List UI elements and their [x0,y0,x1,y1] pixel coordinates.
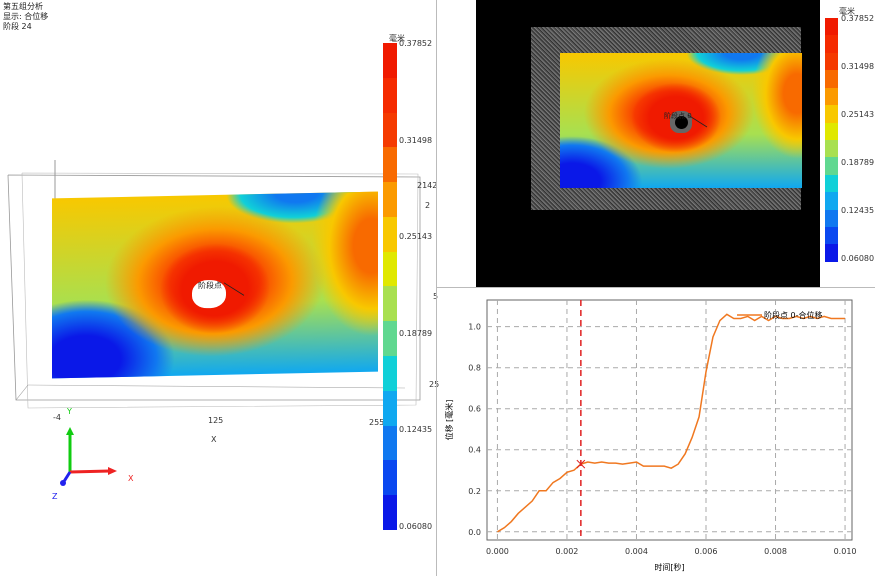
colorbar-band [825,174,838,193]
x-axis-title: 时间[秒] [654,562,684,572]
colorbar-unit: 毫米 [389,34,405,43]
colorbar-label: 0.06080 [399,522,433,531]
colorbar-band [383,216,397,252]
colorbar-band [383,425,397,461]
colorbar-label: 0.31498 [841,62,875,71]
x-axis-label: X [211,435,217,444]
colorbar-band [383,251,397,287]
colorbar-band [383,112,397,148]
colorbar-band [383,182,397,217]
colorbar-label: 0.37852 [399,39,433,48]
colorbar-band [383,77,397,113]
colorbar-2d [825,18,838,262]
colorbar-band [825,244,838,262]
colorbar-label: 0.25143 [399,232,433,242]
colorbar-band [825,139,838,158]
side-tick: 25 [429,380,440,389]
hole [675,116,688,129]
side-tick: 2 [425,201,431,210]
colorbar-label: 0.31498 [399,135,433,145]
y-tick-label: 0.4 [468,446,481,455]
colorbar-label: 0.25143 [841,110,875,119]
colorbar-band [825,18,838,36]
info-panel: 第五组分析 显示: 合位移 阶段 24 [3,2,48,32]
x-tick-label: 0.004 [625,547,648,556]
displacement-time-chart[interactable]: 0.000 0.002 0.004 0.006 0.008 0.010 0.0 0.2 0.4 0… [440,290,875,576]
cursor-marker [576,459,586,469]
displacement-heatmap-2d: 阶段点 0 [560,53,802,188]
side-tick: 2142 [417,181,438,190]
colorbar-label: 0.12435 [399,425,433,435]
colorbar-3d [383,43,397,530]
stage-label: 阶段 24 [3,22,32,31]
analysis-title: 第五组分析 [3,2,43,11]
colorbar-band [825,192,838,210]
x-tick-label: 0.000 [486,547,509,556]
series-line [497,313,846,533]
y-axis-title: 位移 [毫米] [444,400,454,441]
x-tick-label: 0.002 [555,547,578,556]
display-mode: 显示: 合位移 [3,12,49,21]
y-axis-label: Y [66,407,72,416]
axis-triad: Y X Z [52,407,134,501]
colorbar-band [383,43,397,78]
colorbar-band [383,321,397,357]
colorbar-band [825,122,838,140]
colorbar-band [825,52,838,71]
y-tick-label: 0.2 [468,487,481,496]
colorbar-label: 0.18789 [399,328,433,338]
x-tick-label: 0.008 [764,547,787,556]
colorbar-label: 0.12435 [841,206,875,215]
y-tick-label: 0.6 [468,405,481,414]
colorbar-band [825,209,838,228]
x-tick: 255 [369,418,385,427]
colorbar-label: 0.37852 [841,14,875,23]
z-axis-label: Z [52,492,58,501]
x-axis-label: X [128,474,134,483]
colorbar-band [383,286,397,322]
displacement-heatmap-3d[interactable]: 阶段点 [52,191,378,379]
legend-label: 阶段点 0-合位移 [764,310,823,320]
colorbar-band [383,356,397,391]
colorbar-band [825,105,838,123]
y-tick-label: 0.0 [468,528,481,537]
colorbar-band [383,147,397,183]
x-tick: -4 [53,413,61,422]
x-tick: 125 [208,416,224,425]
stage-point-label: 阶段点 0 [664,112,692,120]
camera-image-view[interactable]: 阶段点 0 [476,0,820,287]
side-tick: 5 [433,292,438,301]
y-tick-label: 1.0 [468,323,481,332]
y-tick-label: 0.8 [468,364,481,373]
3d-bounding-box [7,160,421,409]
colorbar-band [825,35,838,53]
colorbar-band [825,227,838,245]
plot-area [486,299,853,541]
colorbar-band [383,495,397,530]
x-tick-label: 0.006 [695,547,718,556]
x-tick-label: 0.010 [834,547,857,556]
colorbar-band [825,87,838,106]
colorbar-band [825,157,838,175]
colorbar-band [383,390,397,426]
colorbar-label: 0.18789 [841,158,875,167]
pane-divider-vertical[interactable] [436,0,437,576]
pane-divider-horizontal[interactable] [437,287,875,288]
colorbar-unit: 毫米 [839,7,855,16]
colorbar-band [383,460,397,496]
colorbar-label: 0.06080 [841,254,875,263]
colorbar-band [825,70,838,88]
